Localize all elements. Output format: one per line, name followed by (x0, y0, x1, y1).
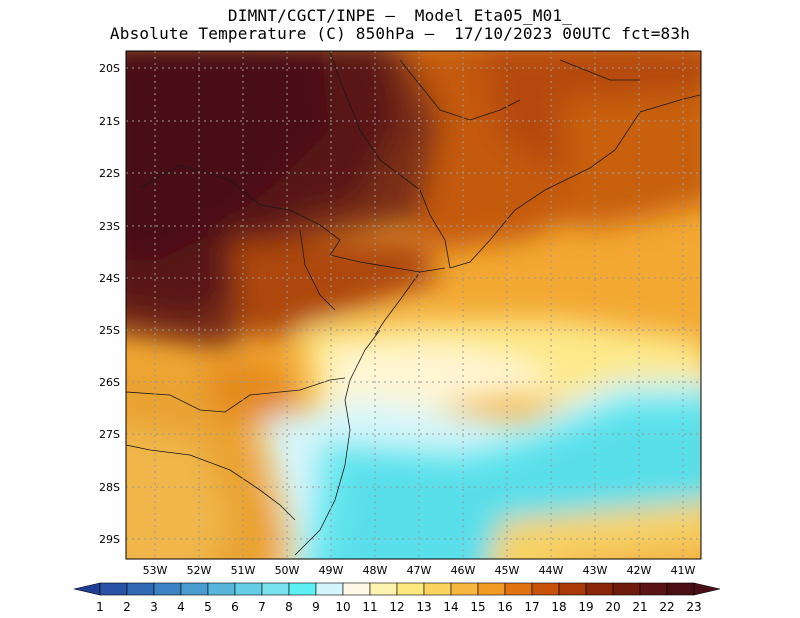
latitude-axis: 20S 21S 22S 23S 24S 25S 26S 27S 28S 29S (99, 62, 120, 546)
lat-label: 29S (99, 533, 120, 546)
colorbar-swatch (99, 582, 128, 596)
colorbar-label: 22 (659, 600, 674, 614)
colorbar-swatch (234, 582, 263, 596)
colorbar-swatch (396, 582, 425, 596)
colorbar-label: 17 (524, 600, 539, 614)
map-frame (125, 50, 702, 560)
lon-label: 42W (627, 564, 652, 577)
colorbar-label: 3 (150, 600, 158, 614)
colorbar-label: 12 (389, 600, 404, 614)
colorbar-swatch (288, 582, 317, 596)
colorbar-swatch (153, 582, 182, 596)
graticule (126, 51, 701, 559)
colorbar-swatch (477, 582, 506, 596)
colorbar-label: 14 (443, 600, 458, 614)
lat-label: 20S (99, 62, 120, 75)
lon-label: 46W (451, 564, 476, 577)
colorbar-swatch (666, 582, 695, 596)
chart-title-line-1: DIMNT/CGCT/INPE — Model Eta05_M01_ (227, 6, 573, 25)
colorbar-label: 23 (686, 600, 701, 614)
colorbar-label: 19 (578, 600, 593, 614)
lon-label: 51W (231, 564, 256, 577)
colorbar-label: 18 (551, 600, 566, 614)
colorbar-label: 8 (285, 600, 293, 614)
colorbar-label: 5 (204, 600, 212, 614)
lon-label: 44W (539, 564, 564, 577)
colorbar-label: 7 (258, 600, 266, 614)
lon-label: 48W (363, 564, 388, 577)
colorbar-label: 16 (497, 600, 512, 614)
colorbar-swatch (342, 582, 371, 596)
lon-label: 50W (275, 564, 300, 577)
colorbar-label: 15 (470, 600, 485, 614)
colorbar-label: 1 (96, 600, 104, 614)
colorbar: 1 2 3 4 5 6 7 8 9 10 11 12 13 14 15 16 17 18 19 20 21 22 23 (73, 582, 721, 614)
colorbar-swatch (639, 582, 668, 596)
lat-label: 21S (99, 115, 120, 128)
colorbar-swatch (315, 582, 344, 596)
colorbar-swatch (423, 582, 452, 596)
colorbar-label: 11 (362, 600, 377, 614)
colorbar-swatch (612, 582, 641, 596)
political-borders (126, 51, 701, 556)
lon-label: 52W (187, 564, 212, 577)
colorbar-label: 2 (123, 600, 131, 614)
colorbar-label: 21 (632, 600, 647, 614)
colorbar-swatch (180, 582, 209, 596)
lat-label: 23S (99, 220, 120, 233)
colorbar-label: 20 (605, 600, 620, 614)
colorbar-swatch (585, 582, 614, 596)
lat-label: 24S (99, 272, 120, 285)
lat-label: 22S (99, 167, 120, 180)
colorbar-swatch (450, 582, 479, 596)
temperature-field (126, 51, 701, 559)
colorbar-swatch (261, 582, 290, 596)
lat-label: 25S (99, 324, 120, 337)
colorbar-label: 13 (416, 600, 431, 614)
chart-title-line-2: Absolute Temperature (C) 850hPa — 17/10/… (109, 24, 691, 43)
colorbar-swatch (531, 582, 560, 596)
lat-label: 26S (99, 376, 120, 389)
longitude-axis: 53W 52W 51W 50W 49W 48W 47W 46W 45W 44W … (143, 564, 696, 577)
colorbar-swatch (207, 582, 236, 596)
colorbar-swatch (504, 582, 533, 596)
colorbar-label: 10 (335, 600, 350, 614)
lat-label: 27S (99, 428, 120, 441)
colorbar-label: 9 (312, 600, 320, 614)
colorbar-swatch (126, 582, 155, 596)
lon-label: 47W (407, 564, 432, 577)
lon-label: 41W (671, 564, 696, 577)
lon-label: 53W (143, 564, 168, 577)
lon-label: 45W (495, 564, 520, 577)
lon-label: 43W (583, 564, 608, 577)
lon-label: 49W (319, 564, 344, 577)
colorbar-arrow-right (693, 582, 721, 596)
colorbar-label: 4 (177, 600, 185, 614)
colorbar-label: 6 (231, 600, 239, 614)
lat-label: 28S (99, 481, 120, 494)
colorbar-swatch (369, 582, 398, 596)
colorbar-arrow-left (73, 582, 101, 596)
colorbar-swatch (558, 582, 587, 596)
